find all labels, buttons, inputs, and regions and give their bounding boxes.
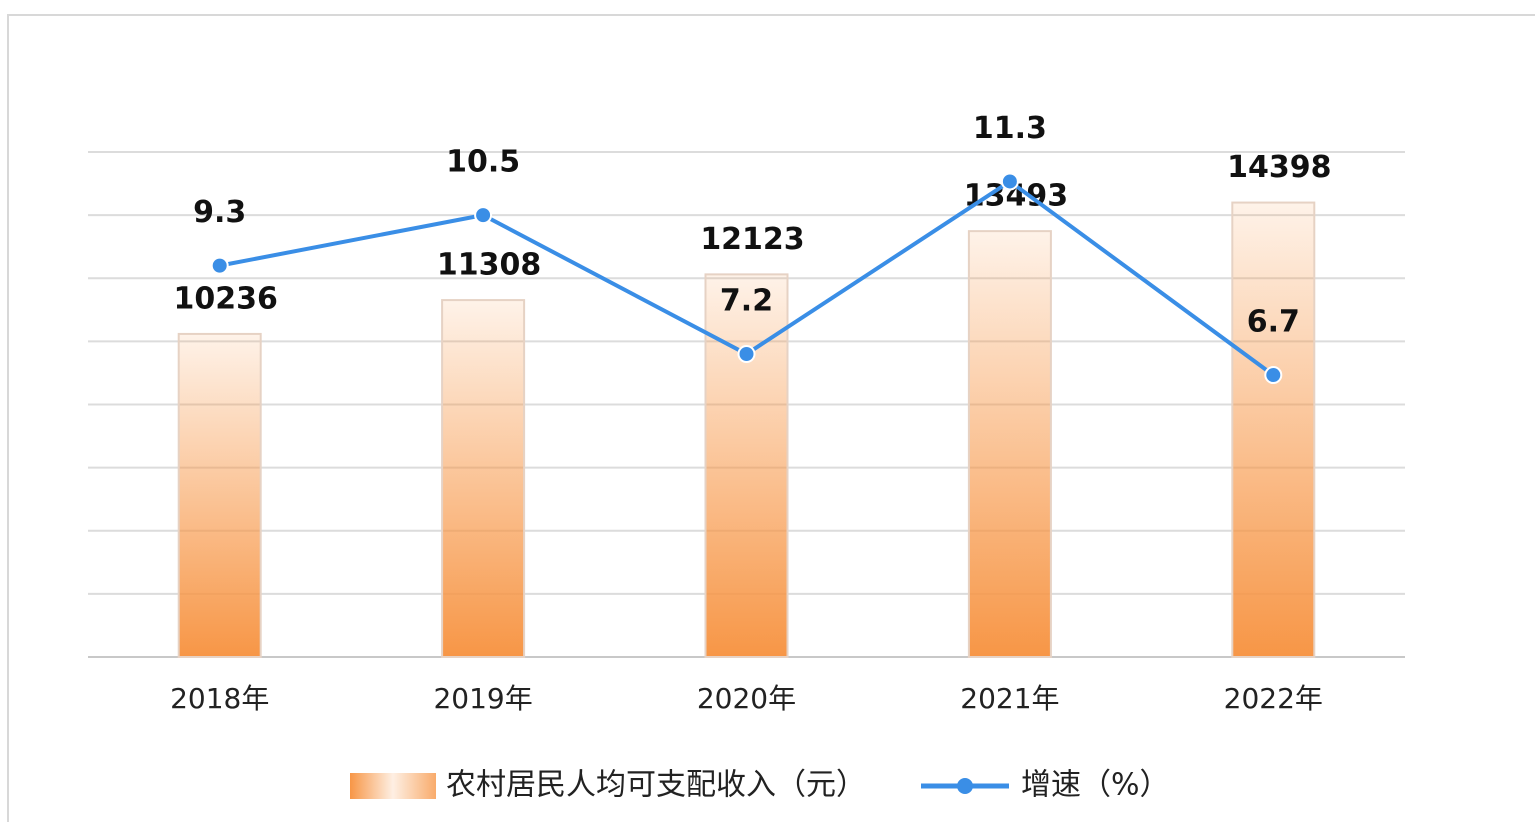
line-point	[210, 256, 229, 275]
x-tick-label: 2018年	[170, 682, 269, 715]
data-label: 7.2	[720, 284, 773, 319]
x-tick-label: 2019年	[433, 682, 532, 715]
line-point	[1264, 366, 1283, 385]
bar	[704, 273, 789, 658]
x-tick-label: 2022年	[1224, 682, 1323, 715]
data-label: 11308	[437, 248, 541, 283]
line-point	[474, 206, 493, 225]
data-label: 14398	[1227, 150, 1331, 185]
data-label: 12123	[700, 222, 804, 257]
x-tick-label: 2020年	[697, 682, 796, 715]
data-label: 9.3	[193, 195, 246, 230]
bar	[967, 230, 1052, 658]
bar	[177, 332, 262, 658]
legend-swatch	[350, 773, 436, 799]
data-label: 6.7	[1247, 305, 1300, 340]
data-label: 10.5	[446, 145, 520, 180]
legend-swatch-point	[957, 778, 973, 794]
x-tick-label: 2021年	[960, 682, 1059, 715]
line-point	[1000, 172, 1019, 191]
legend-label: 农村居民人均可支配收入（元）	[446, 768, 866, 803]
data-label: 11.3	[973, 111, 1047, 146]
bar	[441, 299, 526, 658]
data-label: 10236	[174, 281, 278, 316]
line-point	[737, 345, 756, 363]
legend-label: 增速（%）	[1021, 768, 1170, 803]
bar	[1231, 201, 1316, 659]
